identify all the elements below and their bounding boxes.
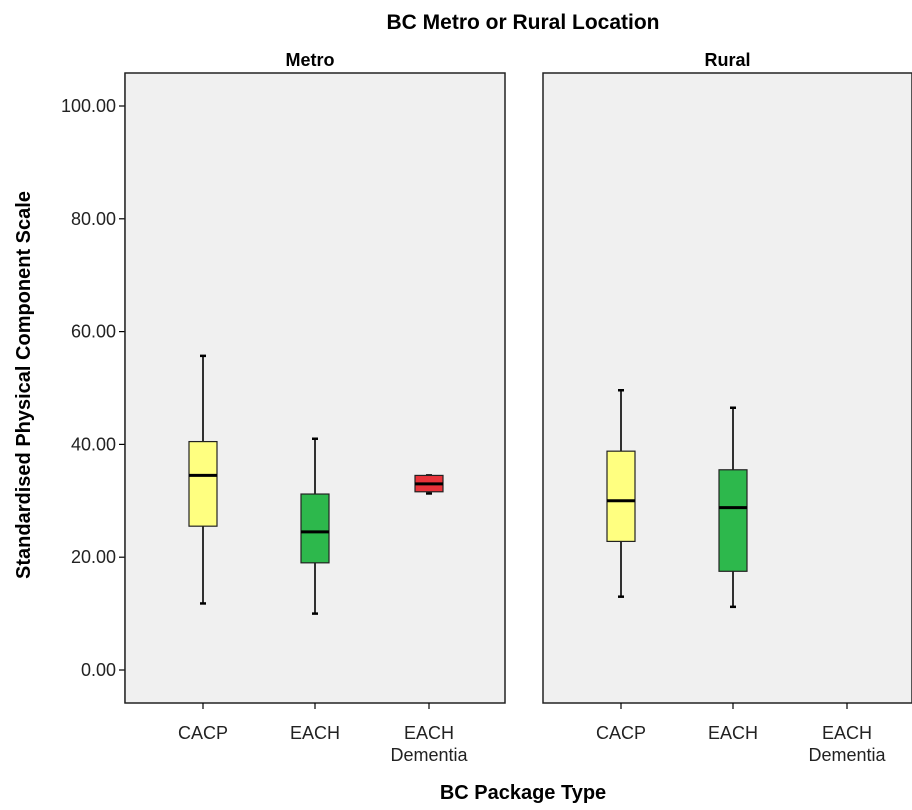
panels: 0.00 20.00 40.00 60.00 80.00 100.00 Metro CACP E… bbox=[61, 50, 912, 765]
box-each bbox=[300, 437, 330, 615]
iqr-box bbox=[188, 440, 218, 527]
x-tick-label: EACH bbox=[290, 723, 340, 743]
iqr-box bbox=[718, 469, 748, 572]
y-tick-label: 20.00 bbox=[71, 547, 116, 567]
chart-title: BC Metro or Rural Location bbox=[386, 11, 659, 34]
x-tick-label: CACP bbox=[178, 723, 228, 743]
x-axis-label: BC Package Type bbox=[440, 782, 606, 804]
panel-background bbox=[542, 72, 912, 704]
x-tick-label: CACP bbox=[596, 723, 646, 743]
y-tick-label: 0.00 bbox=[81, 660, 116, 680]
y-tick-label: 80.00 bbox=[71, 209, 116, 229]
x-tick-label: EACH bbox=[822, 723, 872, 743]
x-tick-label: EACH bbox=[404, 723, 454, 743]
iqr-box bbox=[606, 450, 636, 543]
y-axis: 0.00 20.00 40.00 60.00 80.00 100.00 bbox=[61, 73, 126, 703]
box-cacp bbox=[606, 389, 636, 598]
x-tick-label: EACH bbox=[708, 723, 758, 743]
x-tick-label: Dementia bbox=[390, 745, 468, 765]
y-axis-label: Standardised Physical Component Scale bbox=[13, 191, 35, 579]
y-tick-label: 100.00 bbox=[61, 96, 116, 116]
y-tick-label: 60.00 bbox=[71, 322, 116, 342]
x-tick-label: Dementia bbox=[808, 745, 886, 765]
iqr-box bbox=[300, 493, 330, 564]
panel-label: Metro bbox=[286, 50, 335, 70]
box-each-dementia bbox=[414, 474, 444, 495]
y-tick-label: 40.00 bbox=[71, 434, 116, 454]
panel-label: Rural bbox=[704, 50, 750, 70]
box-cacp bbox=[188, 354, 218, 605]
box-each bbox=[718, 406, 748, 609]
